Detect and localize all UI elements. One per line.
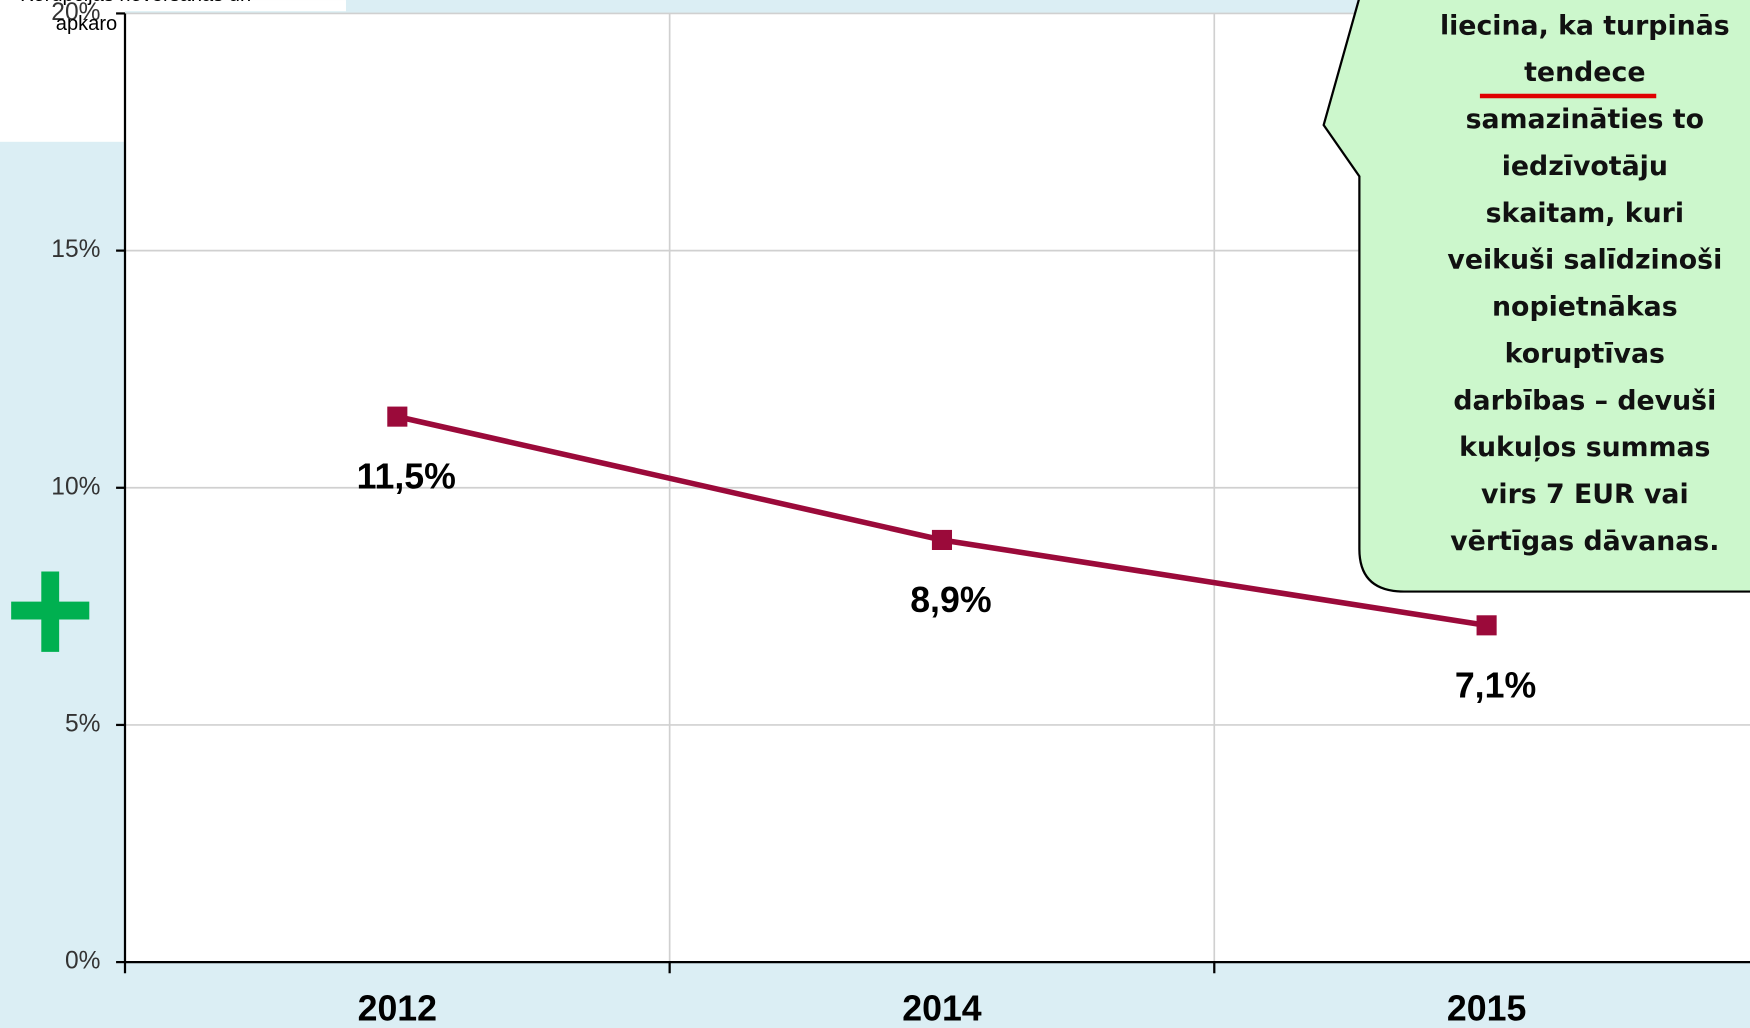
y-tick-label: 0% — [65, 948, 100, 975]
marker — [1476, 615, 1497, 636]
marker — [931, 529, 953, 550]
y-tick-label: 5% — [65, 710, 100, 737]
x-tick-label: 2015 — [1447, 989, 1526, 1028]
callout-line: nopietnākas — [1492, 292, 1678, 323]
value-label: 8,9% — [910, 580, 991, 620]
note: Korupcijas novēršanas un — [20, 0, 251, 6]
value-label: 7,1% — [1455, 665, 1536, 705]
x-tick-label: 2014 — [902, 989, 982, 1028]
callout — [1322, 0, 1750, 593]
callout-line: vērtīgas dāvanas. — [1450, 526, 1719, 557]
grid: 0% 5% 10% 15% 20% — [51, 0, 1750, 975]
callout-line: koruptīvas — [1505, 338, 1665, 369]
white-strip — [0, 0, 346, 12]
callout-line: darbības – devuši — [1453, 385, 1716, 416]
y-tick-label: 20% — [51, 0, 100, 26]
callout-line: iedzīvotāju — [1502, 151, 1668, 182]
callout-line: liecina, ka turpinās — [1440, 10, 1730, 41]
x-tick-label: 2012 — [358, 989, 437, 1028]
callout-line: samazināties to — [1466, 104, 1704, 135]
note: apkaro — [56, 13, 117, 35]
series: 2012 2014 2015 11,5% 8,9% 7,1% — [357, 406, 1536, 1028]
y-tick-label: 15% — [51, 236, 100, 263]
white-panel — [0, 0, 125, 142]
callout-line: virs 7 EUR vai — [1481, 479, 1689, 510]
marker — [387, 406, 408, 427]
value-label: 11,5% — [357, 457, 456, 497]
callout-line: tendece — [1524, 57, 1645, 88]
callout-line: kukuļos summas — [1459, 432, 1710, 463]
y-tick-label: 10% — [51, 473, 100, 500]
callout-text: liecina, ka turpinās tendece samazināties … — [1440, 10, 1730, 557]
callout-line: skaitam, kuri — [1486, 198, 1684, 229]
callout-line: veikuši salīdzinoši — [1447, 245, 1722, 276]
plus-icon — [11, 571, 90, 652]
notes: Korupcijas novēršanas un apkaro — [20, 0, 251, 35]
